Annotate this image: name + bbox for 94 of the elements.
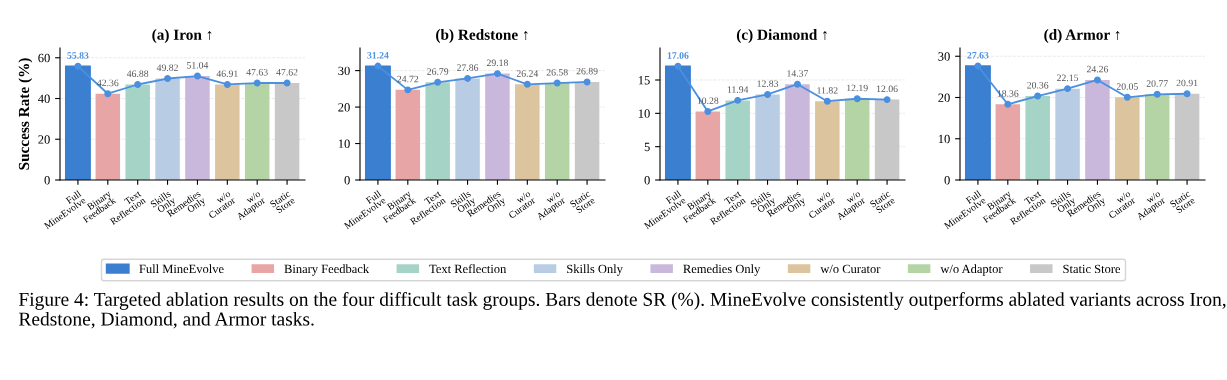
y-tick-label: 30 [938,52,950,61]
point [1093,76,1101,84]
data-label: 17.06 [667,52,689,59]
y-tick-label: 10 [338,139,350,148]
point [74,62,82,70]
point [823,97,831,105]
legend-label: w/o Adaptor [940,264,1003,276]
data-label: 11.94 [727,86,749,93]
data-label: 12.06 [876,85,898,93]
data-label: 20.05 [1116,83,1138,90]
data-label: 29.18 [486,59,509,67]
y-axis-title: Success Rate (%) [18,58,33,170]
data-label: 42.36 [97,79,119,87]
x-tick-label: Static Store [869,190,896,214]
point [253,79,261,87]
y-tick-label: 60 [38,53,50,63]
y-tick-label: 5 [644,142,650,152]
data-label: 46.91 [216,70,238,77]
data-label: 27.63 [967,51,989,59]
x-tick-label: Static Store [569,190,596,214]
y-tick-label: 0 [344,176,350,185]
point [134,81,142,88]
chart-title: (b) Redstone ↑ [436,29,528,43]
legend-label: w/o Curator [820,264,881,274]
data-label: 55.83 [67,52,89,59]
point [1004,100,1012,108]
data-label: 12.19 [847,84,868,92]
y-tick-label: 40 [38,94,50,103]
point [164,75,172,82]
data-label: 46.88 [126,70,149,78]
data-label: 26.58 [546,68,568,76]
point [404,86,412,94]
legend-label: Binary Feedback [284,264,370,276]
point [493,70,501,78]
x-tick-label: Static Store [1169,190,1196,214]
legend-label: Text Reflection [429,264,507,274]
point [583,78,591,86]
point [374,62,382,70]
point [883,96,891,104]
point [853,95,861,103]
point [1123,93,1131,101]
point [1183,90,1191,98]
data-label: 49.82 [156,64,178,72]
point [464,74,472,82]
y-tick-label: 0 [44,176,50,185]
data-label: 11.82 [817,87,838,94]
data-label: 47.62 [276,68,298,76]
y-tick-label: 15 [638,76,650,85]
data-label: 20.36 [1027,81,1049,89]
x-tick-label: Static Store [269,190,296,214]
point [1153,90,1161,98]
point [193,72,201,80]
data-label: 27.86 [457,64,479,71]
legend-label: Full MineEvolve [139,264,224,274]
point [1064,85,1072,93]
point [434,78,442,86]
data-label: 20.77 [1146,80,1168,87]
point [704,107,712,115]
y-tick-label: 10 [638,109,650,118]
y-tick-label: 20 [338,103,350,112]
data-label: 51.04 [187,61,209,69]
data-label: 14.37 [787,70,809,77]
data-label: 26.89 [576,67,598,75]
legend-label: Skills Only [567,264,623,276]
data-label: 24.72 [397,75,419,83]
data-label: 20.91 [1176,79,1198,87]
data-label: 47.63 [246,68,268,76]
data-label: 26.24 [516,70,539,77]
data-label: 24.26 [1086,65,1109,73]
data-label: 22.15 [1057,74,1079,82]
y-tick-label: 20 [938,93,950,102]
point [223,80,231,88]
legend-label: Remedies Only [683,264,761,276]
chart-title: (d) Armor ↑ [1044,29,1120,43]
chart-title: (a) Iron ↑ [152,29,212,43]
y-tick-label: 20 [38,135,50,144]
point [793,80,801,88]
data-label: 12.83 [757,80,779,87]
y-tick-label: 0 [644,176,650,185]
point [674,62,682,70]
caption: Figure 4: Targeted ablation results on the four difficult task groups. Bars denote SR (%). MineEvolve consistently outperforms ablated variants across Iron, Redstone, Diamond, and Armor tasks. [18,292,1226,329]
point [1034,92,1042,100]
y-tick-label: 30 [338,66,350,76]
point [553,79,561,87]
point [523,80,531,88]
data-label: 26.79 [427,68,449,75]
data-label: 31.24 [367,52,389,59]
y-tick-label: 0 [944,176,950,185]
chart-title: (c) Diamond ↑ [736,29,827,43]
point [104,90,112,98]
legend-label: Static Store [1063,264,1121,274]
point [764,90,772,98]
y-tick-label: 10 [938,134,950,144]
point [734,96,742,104]
